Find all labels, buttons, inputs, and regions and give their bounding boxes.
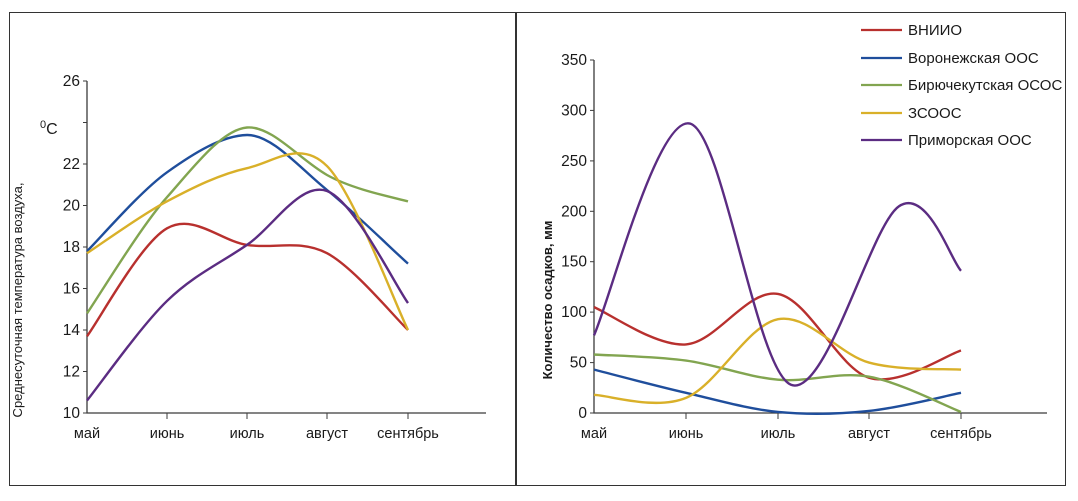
svg-text:26: 26	[63, 73, 80, 90]
svg-text:август: август	[306, 426, 348, 442]
svg-text:Приморская ООС: Приморская ООС	[908, 132, 1032, 149]
svg-text:Количество осадков, мм: Количество осадков, мм	[540, 221, 555, 380]
svg-text:0: 0	[578, 405, 587, 422]
svg-text:май: май	[74, 426, 100, 442]
svg-text:16: 16	[63, 281, 80, 298]
svg-text:20: 20	[63, 198, 81, 215]
svg-text:200: 200	[561, 203, 587, 220]
svg-text:100: 100	[561, 304, 587, 321]
svg-text:250: 250	[561, 153, 587, 170]
svg-text:0C: 0C	[40, 119, 58, 138]
svg-text:июль: июль	[761, 426, 796, 442]
svg-text:10: 10	[63, 405, 81, 422]
svg-text:ВНИИО: ВНИИО	[908, 22, 962, 39]
svg-text:22: 22	[63, 156, 80, 173]
svg-text:июнь: июнь	[150, 426, 185, 442]
svg-text:350: 350	[561, 52, 587, 69]
svg-text:50: 50	[570, 355, 588, 372]
svg-text:12: 12	[63, 364, 80, 381]
svg-text:300: 300	[561, 102, 587, 119]
svg-text:сентябрь: сентябрь	[377, 426, 439, 442]
svg-text:ЗСООС: ЗСООС	[908, 105, 962, 122]
svg-text:Среднесуточная температура воз: Среднесуточная температура воздуха,	[10, 183, 25, 418]
svg-text:18: 18	[63, 239, 80, 256]
svg-text:14: 14	[63, 322, 81, 339]
svg-text:июнь: июнь	[669, 426, 704, 442]
svg-text:сентябрь: сентябрь	[930, 426, 992, 442]
svg-text:150: 150	[561, 254, 587, 271]
svg-text:Бирючекутская ОСОС: Бирючекутская ОСОС	[908, 77, 1062, 94]
svg-text:август: август	[848, 426, 890, 442]
svg-text:Воронежская ООС: Воронежская ООС	[908, 50, 1039, 67]
svg-text:июль: июль	[230, 426, 265, 442]
svg-text:май: май	[581, 426, 607, 442]
